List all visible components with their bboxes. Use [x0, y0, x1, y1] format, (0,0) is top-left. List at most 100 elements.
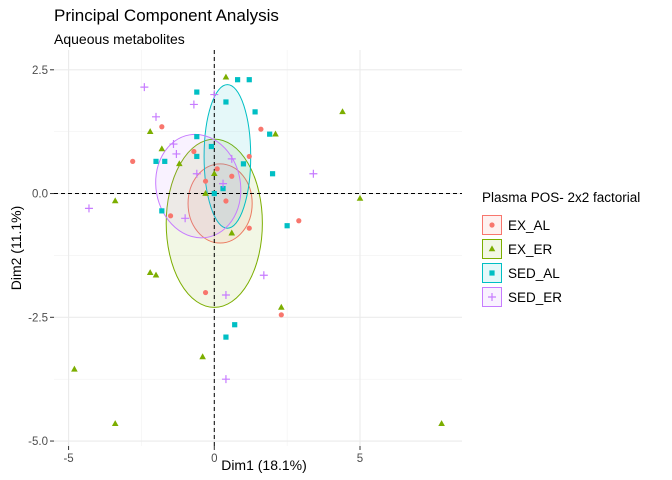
legend-marker-sed_er [488, 293, 496, 301]
point-ex_er [111, 420, 119, 427]
legend-key-ex_er [482, 239, 502, 259]
point-sed_al [235, 77, 241, 83]
point-sed_al [208, 143, 214, 150]
legend-marker-ex_al [489, 222, 495, 228]
chart-subtitle: Aqueous metabolites [54, 31, 185, 47]
legend: Plasma POS- 2x2 factorial EX_AL EX_ER SED_… [482, 190, 640, 309]
point-ex_al [167, 213, 174, 219]
point-sed_er [189, 100, 198, 109]
legend-marker-ex_er [488, 245, 496, 252]
legend-key-sed_er [482, 287, 502, 307]
confidence-ellipses [155, 84, 263, 308]
point-sed_al [269, 171, 276, 177]
point-sed_er [169, 140, 178, 149]
point-ex_er [199, 353, 206, 360]
point-ex_er [202, 189, 209, 196]
point-ex_al [229, 173, 235, 179]
point-ex_er [278, 303, 285, 310]
y-tick-label: 2.5 [32, 65, 48, 77]
point-ex_al [223, 198, 229, 204]
point-sed_er [221, 291, 230, 300]
point-sed_er [219, 179, 228, 188]
point-ex_er [146, 269, 154, 276]
legend-marker-sed_al [489, 270, 495, 276]
legend-key-ex_al [482, 215, 502, 235]
point-sed_al [211, 190, 217, 197]
point-ex_er [111, 197, 119, 204]
point-sed_er [84, 204, 93, 213]
point-sed_er [192, 169, 201, 178]
point-sed_er [309, 169, 318, 178]
point-sed_er [210, 90, 219, 99]
point-ex_al [130, 158, 136, 164]
point-ex_er [339, 108, 346, 115]
legend-label: SED_AL [508, 265, 560, 281]
y-tick-label: 0.0 [32, 189, 48, 201]
point-sed_al [284, 223, 290, 229]
point-sed_er [152, 112, 160, 121]
point-sed_al [194, 134, 200, 140]
point-ex_er [210, 170, 218, 177]
point-ex_er [158, 145, 166, 152]
point-ex_er [222, 73, 230, 80]
chart-title: Principal Component Analysis [54, 6, 279, 25]
point-ex_al [296, 218, 302, 224]
point-ex_er [176, 160, 183, 167]
legend-label: EX_AL [508, 217, 551, 233]
legend-item-sed_er: SED_ER [482, 285, 640, 309]
point-sed_er [172, 149, 181, 158]
point-ex_er [272, 130, 279, 137]
point-ex_al [246, 153, 252, 160]
legend-item-ex_al: EX_AL [482, 213, 640, 237]
data-points [71, 73, 445, 427]
ellipse-sed_er [155, 133, 242, 239]
point-ex_er [152, 271, 160, 278]
legend-title: Plasma POS- 2x2 factorial [482, 190, 641, 205]
legend-label: EX_ER [508, 241, 553, 257]
y-axis-label: Dim2 (11.1%) [8, 206, 24, 291]
point-ex_al [191, 148, 197, 155]
point-ex_er [356, 194, 364, 201]
point-ex_al [258, 126, 264, 132]
point-sed_al [240, 161, 247, 167]
point-sed_er [140, 83, 149, 92]
point-sed_er [221, 375, 230, 384]
x-tick-label: -5 [63, 453, 73, 465]
point-sed_al [246, 77, 252, 83]
y-tick-label: -2.5 [28, 312, 48, 324]
legend-items: EX_AL EX_ER SED_AL SED_ER [482, 213, 640, 309]
point-ex_al [246, 225, 252, 231]
point-ex_al [202, 289, 209, 296]
point-ex_al [202, 178, 209, 184]
point-sed_er [227, 154, 236, 163]
point-sed_al [223, 99, 229, 105]
point-sed_al [194, 153, 200, 160]
point-ex_er [71, 365, 78, 372]
legend-item-ex_er: EX_ER [482, 237, 640, 261]
legend-item-sed_al: SED_AL [482, 261, 640, 285]
point-sed_er [181, 214, 190, 223]
reference-lines [54, 50, 462, 446]
point-sed_al [153, 158, 159, 164]
axis-ticks: -5 0 5 -5.0 -2.5 0.0 2.5 [28, 65, 363, 465]
point-ex_er [146, 128, 154, 134]
point-sed_al [159, 208, 165, 214]
point-ex_er [438, 420, 445, 427]
point-sed_al [223, 334, 229, 340]
point-sed_al [220, 186, 226, 192]
point-sed_al [232, 322, 238, 328]
x-tick-label: 0 [211, 453, 217, 465]
y-tick-label: -5.0 [28, 436, 48, 448]
point-sed_al [194, 89, 200, 95]
legend-key-sed_al [482, 263, 502, 283]
x-tick-label: 5 [357, 453, 363, 465]
point-sed_al [267, 131, 273, 137]
point-sed_al [162, 158, 168, 164]
point-ex_er [228, 229, 236, 236]
legend-label: SED_ER [508, 289, 563, 305]
point-ex_al [278, 312, 284, 318]
point-sed_er [259, 271, 268, 280]
point-sed_al [252, 109, 258, 115]
x-axis-label: Dim1 (18.1%) [221, 457, 307, 473]
